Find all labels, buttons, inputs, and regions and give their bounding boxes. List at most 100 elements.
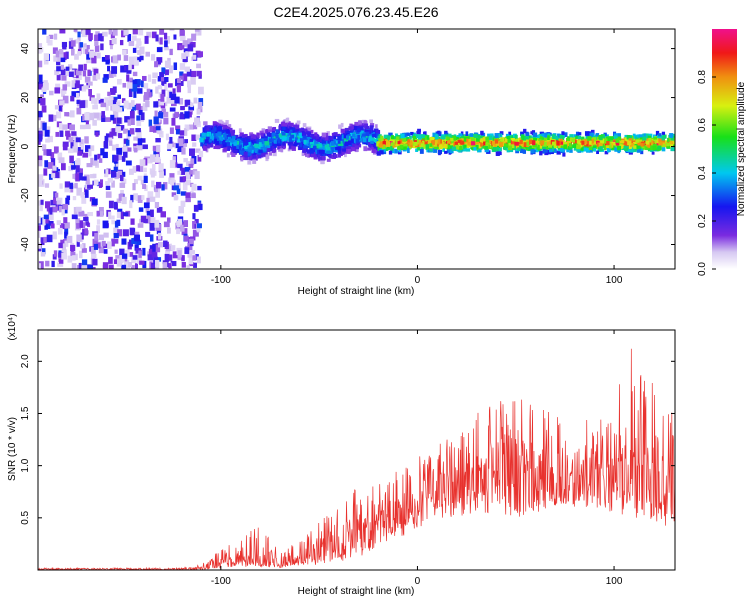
spectrogram-cell [141,195,145,200]
spectrogram-cell [161,108,166,115]
spectrogram-cell [177,163,183,169]
spectrogram-cell [266,148,271,152]
spectrogram-cell [58,258,64,264]
spectrogram-cell [64,181,71,189]
spectrogram-cell [77,150,83,156]
spectrogram-cell [557,133,562,138]
spectrogram-cell [501,140,506,146]
spectrogram-cell [51,206,58,213]
spectrogram-cell [86,163,93,168]
spectrogram-cell [636,148,642,153]
spectrogram-cell [180,224,185,232]
spectrogram-cell [349,132,354,137]
spectrogram-cell [129,128,135,135]
spectrogram-cell [215,140,219,145]
spectrogram-cell [292,130,296,134]
spectrogram-cell [170,260,177,267]
spectrogram-cell [292,127,296,131]
spectrogram-cell [146,88,151,94]
spectrogram-cell [369,143,374,147]
spectrogram-cell [128,261,133,268]
spectrogram-cell [138,250,142,258]
spectrogram-cell [86,52,91,60]
spectrogram-cell [145,51,150,57]
spectrogram-cell [354,145,360,150]
spectrogram-cell [475,138,480,142]
spectrogram-cell [499,141,503,147]
spectrogram-cell [272,151,277,157]
spectrogram-cell [136,118,142,127]
spectrogram-cell [416,134,420,139]
spectrogram-cell [342,148,347,152]
spectrogram-cell [146,31,152,38]
tick-label: 0.5 [20,510,31,524]
spectrogram-cell [76,99,80,105]
spectrogram-cell [195,148,201,153]
spectrogram-cell [333,148,338,153]
spectrogram-cell [76,223,80,229]
spectrogram-cell [104,97,109,104]
colorbar-ticks: 0.00.20.40.60.8 [697,70,716,276]
spectrogram-cell [307,132,311,137]
spectrogram-cell [176,84,182,93]
spectrogram-cell [143,91,150,100]
spectrogram-cell [543,138,547,143]
spectrogram-cell [519,139,523,145]
spectrogram-cell [484,148,489,153]
spectrogram-cell [103,249,108,254]
spectrogram-cell [385,141,391,147]
spectrogram-cell [446,149,451,153]
spectrogram-cell [108,29,113,35]
spectrogram-cell [82,243,86,249]
spectrogram-cell [438,131,442,137]
spectrogram-cell [315,134,320,139]
spectrogram-cell [111,38,117,45]
spectrogram-cell [424,136,428,141]
spectrogram-cell [42,217,46,226]
spectrogram-cell [134,244,139,251]
spectrogram-cell [94,232,99,241]
spectrogram-cell [201,132,206,137]
spectrogram-cell [309,140,315,145]
spectrogram-cell [42,248,46,255]
spectrogram-cell [587,136,592,141]
spectrogram-cell [182,73,188,82]
spectrogram-cell [404,146,409,151]
spectrogram-cell [148,92,152,98]
spectrogram-cell [494,139,499,144]
spectrogram-cell [151,78,157,84]
spectrogram-cell [143,202,150,209]
spectrogram-cell [195,134,201,140]
spectrogram-cell [164,76,169,83]
spectrogram-cell [159,29,165,35]
spectrogram-cell [603,134,608,139]
spectrogram-cell [506,138,511,144]
spectrogram-cell [185,197,191,203]
spectrogram-cell [367,129,372,134]
spectrogram-cell [91,97,95,104]
spectrogram-cell [122,82,127,88]
spectrogram-cell [52,254,57,260]
spectrogram-cell [560,145,564,151]
spectrogram-cell [177,146,183,153]
spectrogram-cell [580,146,584,151]
spectrogram-cell [415,148,419,152]
spectrogram-cell [278,125,282,131]
spectrogram-cell [247,142,251,147]
spectrogram-cell [151,180,155,188]
spectrogram-cell [119,182,126,188]
spectrogram-cell [129,118,135,126]
spectrogram-cell [231,152,236,158]
spectrogram-cell [117,94,121,99]
spectrogram-cell [285,117,289,123]
spectrogram-cell [670,147,675,152]
spectrogram-cell [116,117,122,124]
spectrogram-cell [121,253,128,259]
spectrogram-cell [38,174,44,181]
spectrogram-cell [236,144,241,149]
spectrogram-cell [140,179,145,185]
spectrogram-cell [619,139,625,144]
tick-label: 0 [20,143,31,149]
spectrogram-cell [176,228,180,235]
